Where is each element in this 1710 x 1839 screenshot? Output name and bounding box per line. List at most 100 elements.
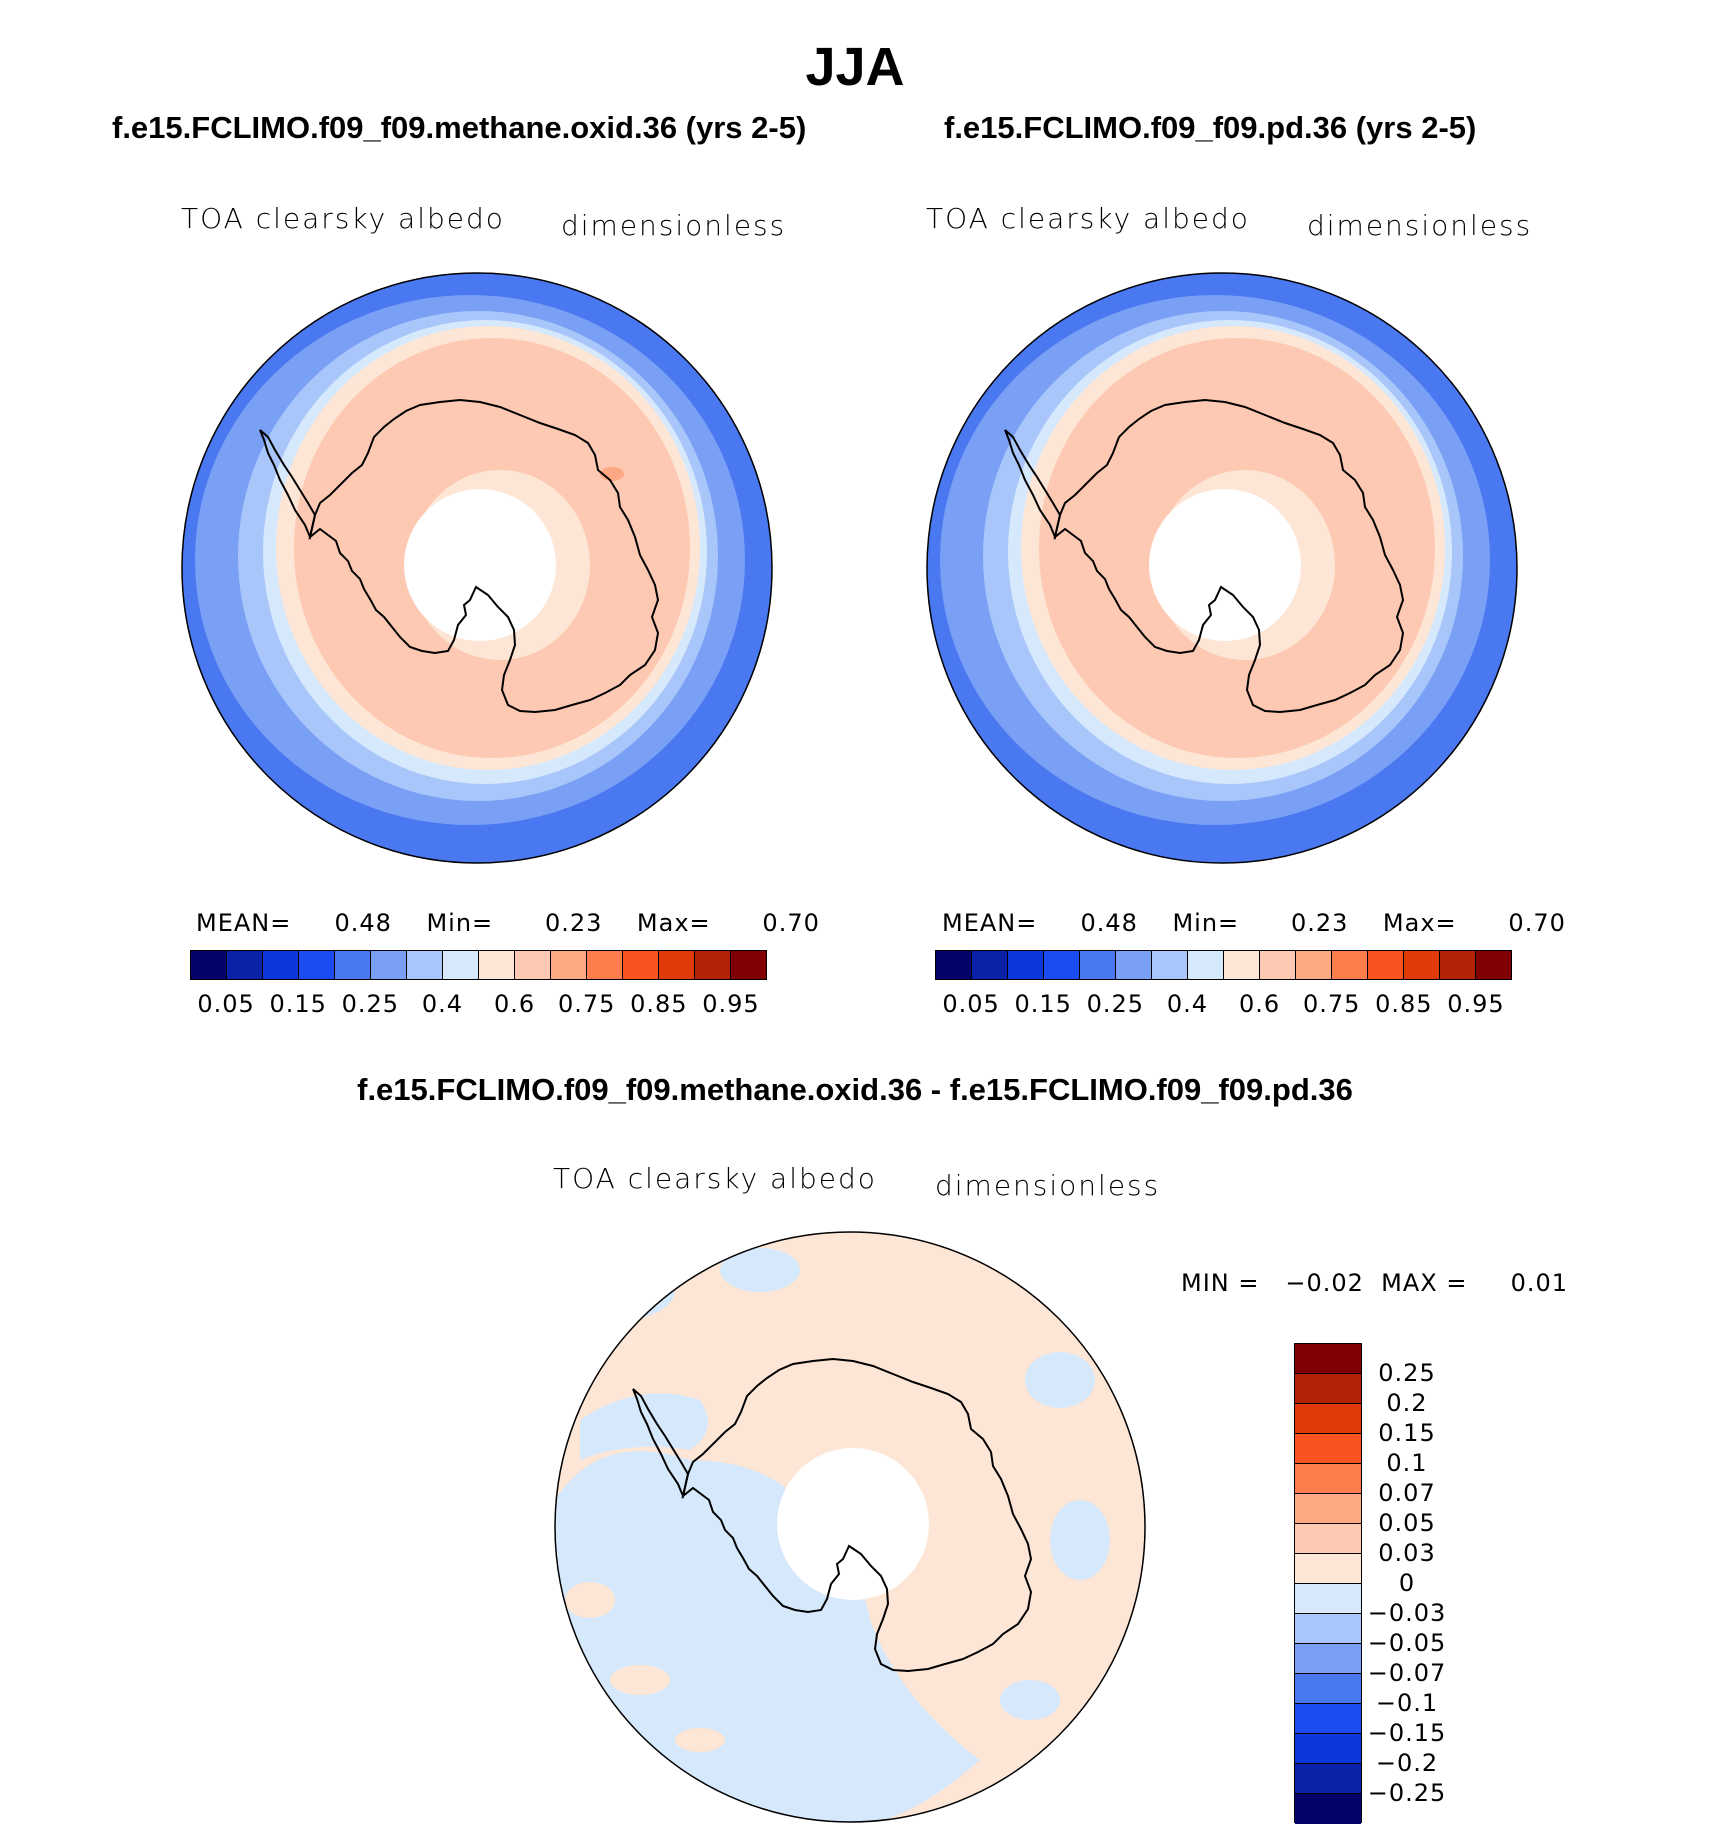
- colorbar-cell: [479, 951, 515, 979]
- colorbar-tick-label: −0.03: [1367, 1599, 1447, 1627]
- colorbar-tick-label: 0: [1398, 1569, 1416, 1597]
- panel2-map: [927, 273, 1517, 863]
- colorbar-cell: [1295, 1794, 1361, 1824]
- colorbar-cell: [551, 951, 587, 979]
- colorbar-cell: [1295, 1404, 1361, 1434]
- colorbar-cell: [371, 951, 407, 979]
- colorbar-cell: [1295, 1554, 1361, 1584]
- panel2-min-value: 0.23: [1290, 909, 1349, 937]
- colorbar-cell: [1044, 951, 1080, 979]
- colorbar-cell: [1152, 951, 1188, 979]
- colorbar-tick-label: 0.05: [942, 990, 1000, 1018]
- colorbar-tick-label: 0.85: [630, 990, 688, 1018]
- colorbar-tick-label: 0.25: [1086, 990, 1145, 1018]
- season-title: JJA: [805, 37, 905, 97]
- panel1-variable-label: TOA clearsky albedo: [181, 202, 505, 235]
- colorbar-cell: [1295, 1764, 1361, 1794]
- colorbar-cell: [1368, 951, 1404, 979]
- colorbar-tick-label: 0.05: [197, 990, 255, 1018]
- panel2-units-label: dimensionless: [1307, 209, 1533, 242]
- colorbar-cell: [972, 951, 1008, 979]
- panel2-mean-label: MEAN=: [942, 909, 1038, 937]
- colorbar-cell: [1295, 1734, 1361, 1764]
- colorbar-tick-label: 0.75: [1302, 990, 1361, 1018]
- diff-variable-label: TOA clearsky albedo: [553, 1162, 877, 1195]
- colorbar-tick-label: 0.15: [269, 990, 327, 1018]
- panel1-map: [182, 273, 772, 863]
- colorbar-cell: [1295, 1464, 1361, 1494]
- colorbar-cell: [1260, 951, 1296, 979]
- colorbar-cell: [1332, 951, 1368, 979]
- panel1-case-title: f.e15.FCLIMO.f09_f09.methane.oxid.36 (yr…: [112, 110, 807, 145]
- panel1-units-label: dimensionless: [561, 209, 787, 242]
- colorbar-tick-label: 0.4: [421, 990, 464, 1018]
- colorbar-cell: [1295, 1614, 1361, 1644]
- colorbar-tick-label: 0.15: [1378, 1419, 1436, 1447]
- panel2-min-label: Min=: [1172, 909, 1240, 937]
- colorbar-cell: [1116, 951, 1152, 979]
- colorbar-tick-label: 0.25: [1378, 1359, 1436, 1387]
- colorbar-tick-label: 0.2: [1386, 1389, 1428, 1417]
- panel2-variable-label: TOA clearsky albedo: [926, 202, 1250, 235]
- colorbar-cell: [1296, 951, 1332, 979]
- colorbar-tick-label: −0.25: [1367, 1779, 1447, 1807]
- panel1-max-label: Max=: [636, 909, 711, 937]
- colorbar-cell: [1295, 1374, 1361, 1404]
- colorbar-cell: [227, 951, 263, 979]
- colorbar-cell: [1295, 1644, 1361, 1674]
- colorbar-cell: [1295, 1524, 1361, 1554]
- colorbar-tick-label: 0.25: [341, 990, 400, 1018]
- panel1-min-label: Min=: [426, 909, 494, 937]
- diff-map: [555, 1232, 1145, 1822]
- colorbar-cell: [1008, 951, 1044, 979]
- panel1-max-value: 0.70: [762, 909, 820, 937]
- colorbar-tick-label: 0.15: [1014, 990, 1072, 1018]
- colorbar-cell: [1295, 1344, 1361, 1374]
- colorbar-tick-label: 0.6: [493, 990, 536, 1018]
- colorbar-cell: [1404, 951, 1440, 979]
- colorbar-tick-label: 0.95: [1447, 990, 1505, 1018]
- panel2-max-value: 0.70: [1508, 909, 1566, 937]
- colorbar-cell: [515, 951, 551, 979]
- panel1-colorbar: [190, 950, 767, 980]
- diff-title: f.e15.FCLIMO.f09_f09.methane.oxid.36 - f…: [357, 1072, 1353, 1107]
- panel2-colorbar-ticks: 0.05 0.15 0.25 0.4 0.6 0.75 0.85 0.95: [935, 990, 1512, 1020]
- colorbar-tick-label: 0.85: [1375, 990, 1433, 1018]
- colorbar-cell: [623, 951, 659, 979]
- panel2-mean-value: 0.48: [1080, 909, 1138, 937]
- colorbar-tick-label: −0.2: [1375, 1749, 1439, 1777]
- colorbar-cell: [1295, 1704, 1361, 1734]
- colorbar-cell: [1295, 1584, 1361, 1614]
- colorbar-tick-label: 0.1: [1386, 1449, 1428, 1477]
- colorbar-cell: [731, 951, 766, 979]
- colorbar-cell: [335, 951, 371, 979]
- colorbar-cell: [263, 951, 299, 979]
- colorbar-tick-label: −0.15: [1367, 1719, 1447, 1747]
- colorbar-tick-label: 0.95: [702, 990, 760, 1018]
- panel2-case-title: f.e15.FCLIMO.f09_f09.pd.36 (yrs 2-5): [944, 110, 1477, 145]
- colorbar-cell: [1295, 1674, 1361, 1704]
- panel1-mean-label: MEAN=: [196, 909, 292, 937]
- colorbar-tick-label: 0.07: [1378, 1479, 1436, 1507]
- colorbar-cell: [1476, 951, 1511, 979]
- diff-colorbar-ticks: 0.25 0.2 0.15 0.1 0.07 0.05 0.03 0 −0.03 −0.05 −0.…: [1362, 1343, 1462, 1823]
- panel1-min-value: 0.23: [544, 909, 603, 937]
- colorbar-tick-label: −0.07: [1367, 1659, 1447, 1687]
- colorbar-cell: [1295, 1494, 1361, 1524]
- colorbar-cell: [407, 951, 443, 979]
- colorbar-cell: [299, 951, 335, 979]
- colorbar-cell: [936, 951, 972, 979]
- panel2-max-label: Max=: [1382, 909, 1457, 937]
- panel2-stats: MEAN= 0.48 Min= 0.23 Max= 0.70: [942, 909, 1566, 937]
- colorbar-tick-label: 0.4: [1166, 990, 1209, 1018]
- colorbar-cell: [443, 951, 479, 979]
- diff-units-label: dimensionless: [935, 1169, 1161, 1202]
- colorbar-tick-label: 0.75: [557, 990, 616, 1018]
- colorbar-cell: [695, 951, 731, 979]
- colorbar-cell: [1080, 951, 1116, 979]
- colorbar-cell: [587, 951, 623, 979]
- colorbar-tick-label: 0.03: [1378, 1539, 1436, 1567]
- colorbar-tick-label: −0.05: [1367, 1629, 1447, 1657]
- panel1-stats: MEAN= 0.48 Min= 0.23 Max= 0.70: [196, 909, 820, 937]
